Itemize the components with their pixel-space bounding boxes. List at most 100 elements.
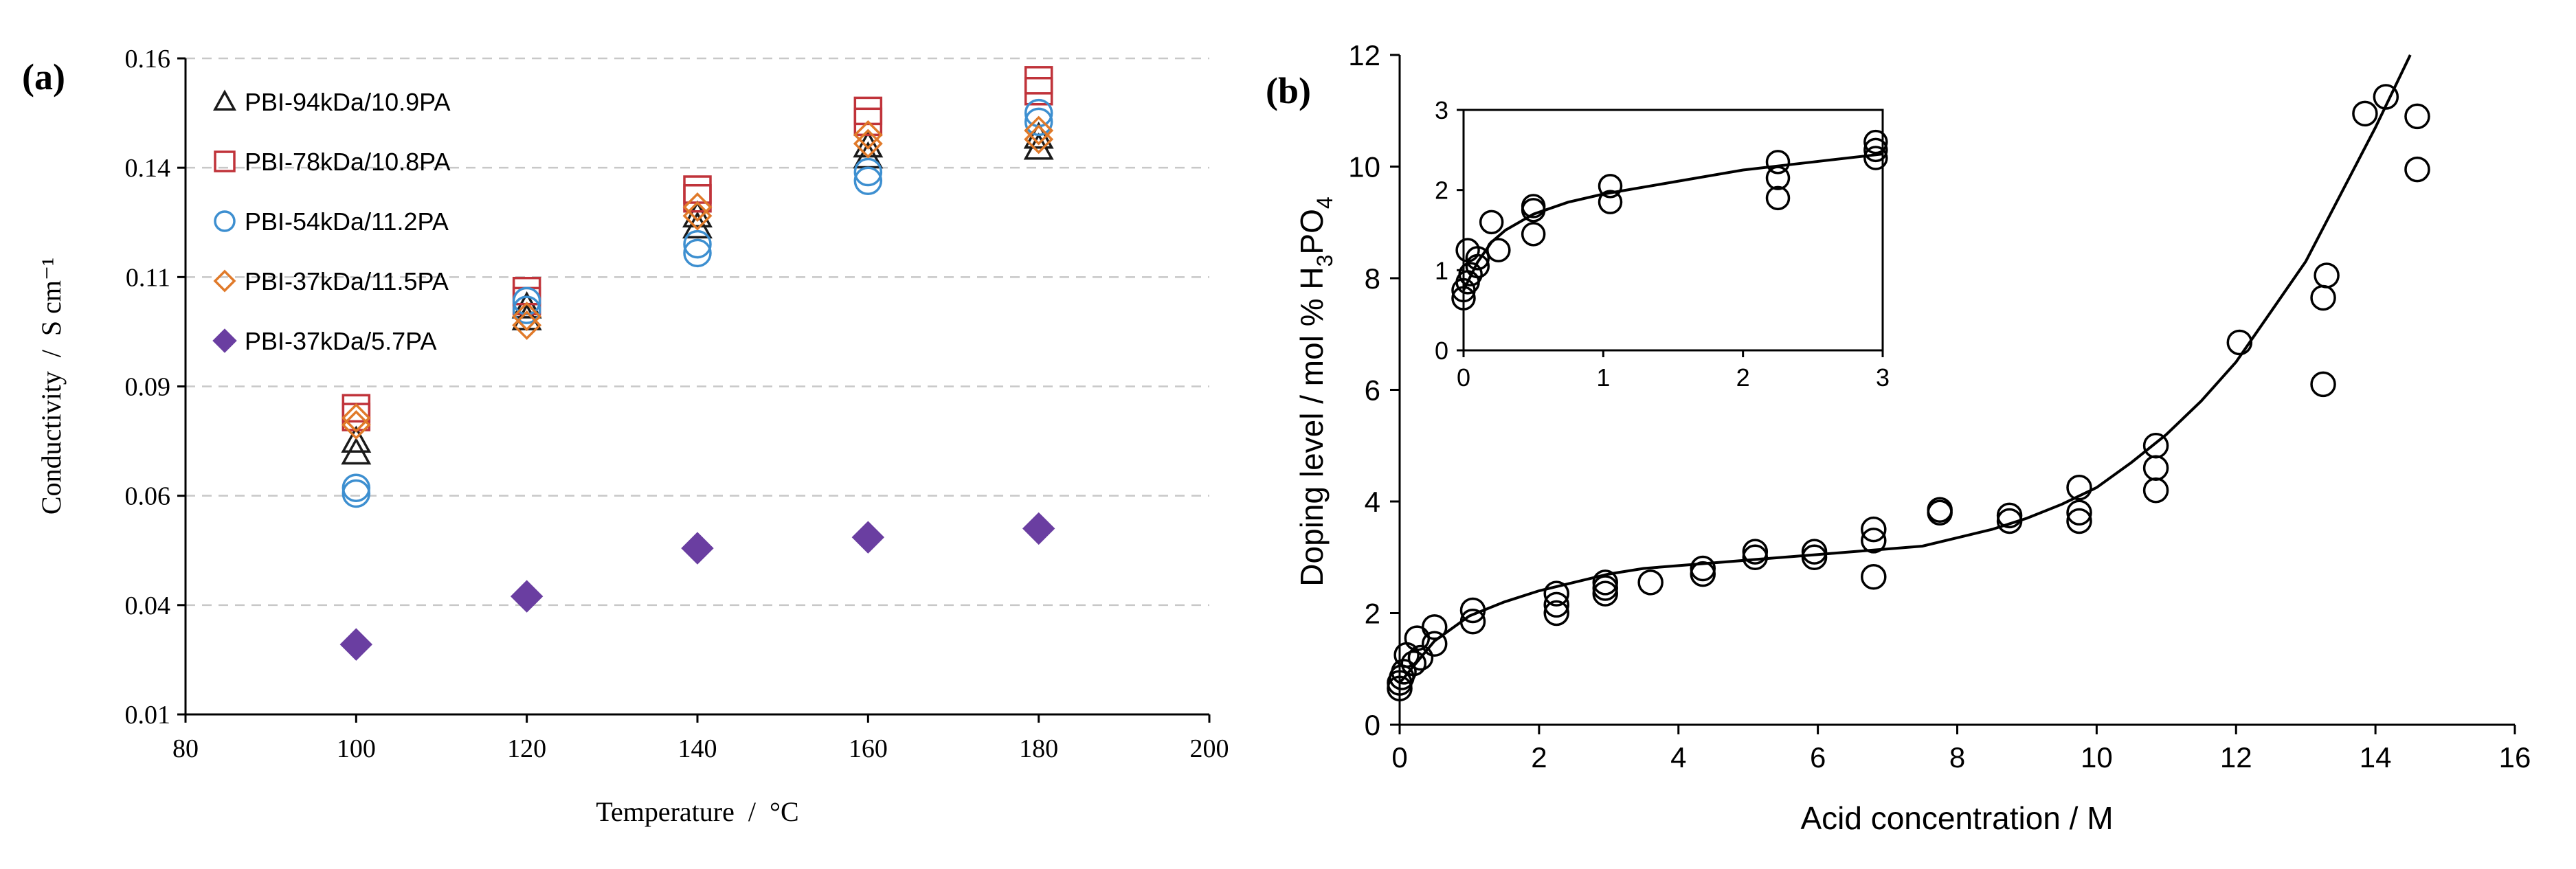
chart-b-x-tick-label: 12 — [2220, 741, 2252, 774]
chart-a-point — [682, 192, 713, 222]
chart-b-point — [2352, 100, 2378, 127]
chart-a-point — [853, 166, 883, 196]
chart-b-inset-point — [1598, 190, 1623, 214]
chart-a-point — [853, 120, 883, 150]
chart-b-inset-point — [1521, 194, 1546, 218]
chart-b-point — [1861, 528, 1887, 554]
chart-b-point — [1592, 580, 1618, 607]
chart-b-inset-x-tick-label: 2 — [1736, 363, 1750, 392]
chart-a-x-tick-label: 200 — [1190, 734, 1229, 763]
chart-b-point — [2404, 103, 2430, 130]
chart-a-y-axis-title: Conductivity / S cm⁻¹ — [36, 258, 67, 515]
chart-b-x-tick-label: 10 — [2081, 741, 2113, 774]
chart-b-inset-x-tick-label: 3 — [1876, 363, 1890, 392]
chart-b-point — [1459, 597, 1486, 624]
chart-b-inset-point — [1765, 150, 1791, 174]
chart-a-point — [510, 580, 544, 613]
chart-b-y-title-sub2: 4 — [1312, 196, 1337, 209]
chart-a-point — [683, 175, 712, 204]
chart-b-inset-point — [1765, 185, 1791, 211]
chart-a-x-axis-title: Temperature / °C — [596, 796, 798, 827]
chart-a-legend-label: PBI-37kDa/11.5PA — [245, 267, 449, 295]
chart-b-point — [1861, 516, 1887, 543]
chart-b-point — [1742, 544, 1769, 570]
chart-b-point — [1543, 600, 1569, 627]
chart-a-point — [853, 128, 883, 159]
chart-b-point — [1742, 539, 1769, 565]
chart-a-y-tick-label: 0.14 — [125, 154, 171, 183]
chart-b-point — [2314, 262, 2340, 289]
chart-b-inset-point — [1863, 129, 1888, 155]
chart-a-y-tick-label: 0.11 — [126, 263, 170, 292]
chart-b-point — [1801, 539, 1828, 565]
chart-a-point — [512, 286, 541, 316]
chart-a-point — [1024, 124, 1054, 155]
chart-b-inset-y-ticks: 0 1 2 3 — [1435, 96, 1464, 365]
chart-a-x-tick-label: 80 — [172, 734, 199, 763]
chart-a-legend-marker — [213, 269, 236, 293]
chart-b-point — [1400, 650, 1427, 677]
chart-b-y-tick-label: 10 — [1348, 151, 1380, 183]
chart-a-legend-label: PBI-94kDa/10.9PA — [245, 88, 451, 116]
chart-a-point — [512, 295, 541, 324]
chart-b-point — [1690, 555, 1716, 582]
chart-b-inset-point — [1451, 286, 1476, 311]
chart-b-inset-x-ticks: 0 1 2 3 — [1457, 350, 1890, 392]
chart-a-point — [341, 394, 371, 423]
chart-a-y-ticks: 0.01 0.04 0.06 0.09 0.11 0.14 0.16 — [125, 45, 186, 730]
chart-b-y-tick-label: 0 — [1365, 709, 1380, 741]
chart-b-y-tick-label: 12 — [1348, 39, 1380, 71]
chart-b-point — [2066, 499, 2092, 526]
chart-a-point — [341, 410, 371, 440]
chart-a-legend-marker — [214, 150, 236, 172]
chart-a-point — [341, 403, 371, 433]
chart-b-inset-point — [1863, 137, 1888, 163]
chart-b-point — [1543, 580, 1569, 607]
chart-a-legend-label: PBI-37kDa/5.7PA — [245, 327, 436, 355]
chart-a-point — [682, 211, 713, 239]
chart-b-x-tick-label: 4 — [1670, 741, 1686, 774]
chart-a-legend-label: PBI-54kDa/11.2PA — [245, 207, 449, 236]
chart-a-point — [341, 479, 371, 508]
chart-a-point — [339, 628, 373, 661]
chart-b-y-tick-label: 8 — [1365, 262, 1380, 295]
chart-b-inset-x-tick-label: 1 — [1596, 363, 1610, 392]
chart-b-point — [1801, 544, 1828, 570]
chart-a-point — [681, 532, 714, 565]
chart-a-point — [853, 96, 883, 126]
chart-a-point — [683, 183, 712, 213]
chart-b-point — [1387, 675, 1413, 701]
chart-a-y-tick-label: 0.04 — [125, 591, 171, 620]
chart-a-point — [512, 302, 542, 332]
chart-b-y-tick-label: 4 — [1365, 486, 1380, 518]
chart-b-point — [1421, 631, 1448, 657]
chart-b-point — [2142, 433, 2169, 459]
chart-b-inset-point — [1465, 246, 1490, 271]
chart-a-x-tick-label: 160 — [849, 734, 888, 763]
chart-b-y-title-main: Doping level / mol % H — [1294, 267, 1330, 586]
chart-a-marks — [339, 66, 1055, 661]
chart-b-inset-point — [1458, 262, 1483, 286]
chart-b-x-tick-label: 16 — [2499, 741, 2531, 774]
chart-b-y-axis-title: Doping level / mol % H3PO4 — [1294, 196, 1337, 586]
chart-b-y-ticks: 0 2 4 6 8 10 12 — [1348, 39, 1400, 741]
chart-b-marks — [1387, 84, 2430, 701]
chart-b-inset-y-tick-label: 2 — [1435, 177, 1448, 205]
chart-b-inset-point — [1479, 210, 1504, 235]
chart-b-point — [2142, 477, 2169, 504]
chart-b-point — [2226, 329, 2253, 356]
chart-b-point — [1421, 614, 1448, 640]
chart-b-point — [1996, 502, 2023, 529]
chart-a-legend-marker — [214, 210, 236, 232]
chart-a-x-tick-label: 180 — [1019, 734, 1058, 763]
chart-b-x-tick-label: 2 — [1531, 741, 1547, 774]
chart-a-point — [1022, 512, 1055, 545]
chart-b-inset-marks — [1451, 129, 1888, 311]
chart-b-inset-point — [1465, 253, 1490, 279]
chart-b-point — [1592, 575, 1618, 601]
chart-b-inset-point — [1486, 238, 1511, 262]
chart-b-point — [2310, 284, 2336, 311]
chart-b-inset-point — [1521, 222, 1546, 247]
chart-a-point — [341, 437, 372, 465]
